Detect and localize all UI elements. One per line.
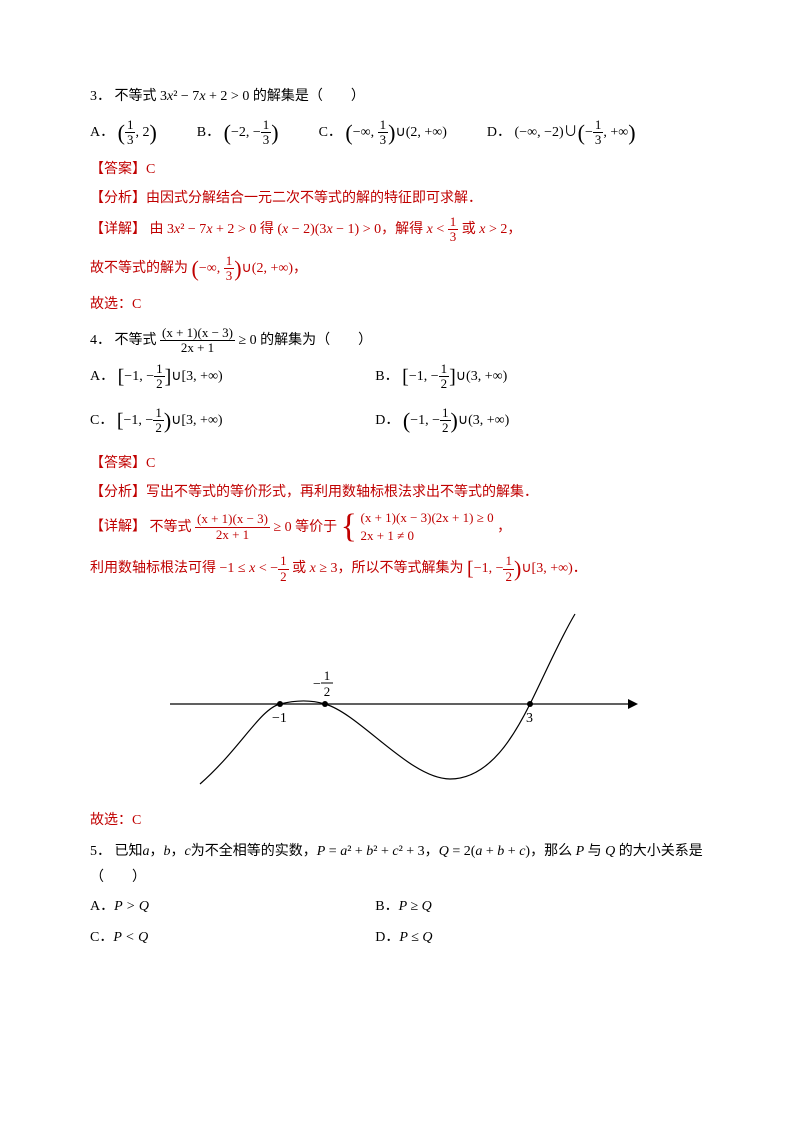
- q3-solution-set: 故不等式的解为 (−∞, 13)∪(2, +∞)，: [90, 249, 724, 289]
- q5-option-b: B．P ≥ Q: [375, 894, 660, 919]
- q3-choose: 故选：C: [90, 292, 724, 317]
- q4-answer: 【答案】C: [90, 451, 724, 476]
- q4-solution-line: 利用数轴标根法可得 −1 ≤ x < −12 或 x ≥ 3，所以不等式解集为 …: [90, 549, 724, 589]
- page: 3． 不等式 3x² − 7x + 2 > 0 的解集是（ ） A． (13, …: [0, 0, 794, 1123]
- q3-option-b: B． (−2, −13): [197, 113, 279, 153]
- q5-option-a: A．P > Q: [90, 894, 375, 919]
- q3-option-c: C． (−∞, 13)∪(2, +∞): [319, 113, 447, 153]
- q4-option-a: A． [−1, −12]∪[3, +∞): [90, 359, 375, 395]
- q3-option-d: D． (−∞, −2)∪(−13, +∞): [487, 113, 636, 153]
- q4-number: 4．: [90, 333, 111, 348]
- q3-analysis: 【分析】由因式分解结合一元二次不等式的解的特征即可求解．: [90, 186, 724, 211]
- q5-option-c: C．P < Q: [90, 925, 375, 950]
- svg-text:1: 1: [324, 668, 331, 683]
- svg-text:−1: −1: [272, 711, 287, 726]
- q4-option-b: B． [−1, −12]∪(3, +∞): [375, 359, 660, 395]
- q4-option-d: D． (−1, −12)∪(3, +∞): [375, 401, 660, 441]
- q4-detail: 【详解】 不等式 (x + 1)(x − 3)2x + 1 ≥ 0 等价于 { …: [90, 509, 724, 545]
- q4-stem: 4． 不等式 (x + 1)(x − 3)2x + 1 ≥ 0 的解集为（ ）: [90, 326, 724, 356]
- q4-option-c: C． [−1, −12)∪[3, +∞): [90, 401, 375, 441]
- q3-detail: 【详解】 由 3x² − 7x + 2 > 0 得 (x − 2)(3x − 1…: [90, 215, 724, 245]
- q4-analysis: 【分析】写出不等式的等价形式，再利用数轴标根法求出不等式的解集．: [90, 480, 724, 505]
- svg-text:2: 2: [324, 684, 331, 699]
- q5-stem: 5． 已知a，b，c为不全相等的实数，P = a² + b² + c² + 3，…: [90, 839, 724, 889]
- q5-number: 5．: [90, 844, 111, 859]
- q3-stem: 3． 不等式 3x² − 7x + 2 > 0 的解集是（ ）: [90, 84, 724, 109]
- svg-text:3: 3: [526, 711, 533, 726]
- number-line-graph: −13−12: [130, 609, 724, 798]
- q3-options: A． (13, 2) B． (−2, −13) C． (−∞, 13)∪(2, …: [90, 113, 724, 153]
- q5-options: A．P > Q B．P ≥ Q C．P < Q D．P ≤ Q: [90, 894, 724, 956]
- q4-choose: 故选：C: [90, 808, 724, 833]
- svg-text:−: −: [313, 677, 321, 692]
- q5-option-d: D．P ≤ Q: [375, 925, 660, 950]
- q3-answer: 【答案】C: [90, 157, 724, 182]
- q3-number: 3．: [90, 89, 111, 104]
- graph-svg: −13−12: [130, 609, 650, 789]
- q4-options: A． [−1, −12]∪[3, +∞) B． [−1, −12]∪(3, +∞…: [90, 359, 724, 447]
- q3-option-a: A． (13, 2): [90, 113, 157, 153]
